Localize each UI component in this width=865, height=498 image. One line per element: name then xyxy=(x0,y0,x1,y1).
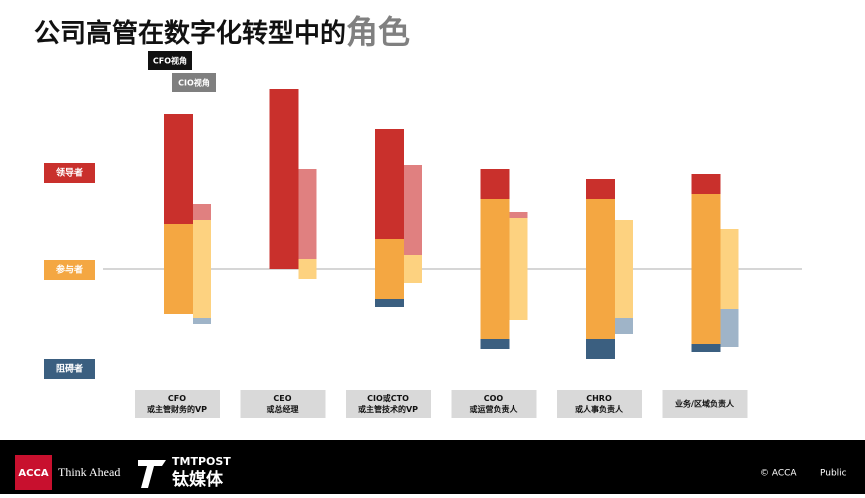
bar-segment xyxy=(586,339,615,359)
bar-segment xyxy=(509,218,528,320)
bar-segment xyxy=(586,199,615,339)
x-tick-label: 或主管财务的VP xyxy=(147,404,207,414)
bar-segment xyxy=(404,165,422,255)
brand-logo xyxy=(15,455,52,490)
x-tick-label: CEO xyxy=(273,394,291,403)
bar-segment xyxy=(193,318,211,324)
bar-segment xyxy=(298,169,317,259)
bar-segment xyxy=(480,169,510,199)
bar-segment xyxy=(480,199,510,339)
category-box xyxy=(557,390,642,418)
bar-segment xyxy=(193,220,211,318)
bar-segment xyxy=(509,212,528,218)
category-box xyxy=(662,390,748,418)
bar-segment xyxy=(691,174,721,194)
bar-segment xyxy=(164,114,193,224)
legend-box xyxy=(148,51,192,70)
bar-segment xyxy=(615,220,633,318)
bar-segment xyxy=(404,255,422,283)
bar-segment xyxy=(375,299,404,307)
category-box xyxy=(240,390,326,418)
level-box xyxy=(44,163,95,183)
partner-name-cn: 钛媒体 xyxy=(172,469,224,490)
x-tick-label: CFO xyxy=(168,394,186,403)
category-box xyxy=(346,390,431,418)
level-label: 参与者 xyxy=(56,264,83,276)
x-tick-label: 或运营负责人 xyxy=(470,404,519,414)
legend-label: CFO视角 xyxy=(153,56,187,66)
footer-bar xyxy=(0,440,865,494)
x-tick-label: COO xyxy=(484,394,504,403)
bar-segment xyxy=(375,239,404,299)
level-box xyxy=(44,260,95,280)
copyright: © ACCA xyxy=(760,469,797,479)
x-tick-label: CIO或CTO xyxy=(367,393,409,403)
partner-name: TMTPOST xyxy=(172,455,231,468)
level-box xyxy=(44,359,95,379)
bar-segment xyxy=(298,259,317,279)
bar-segment xyxy=(193,204,211,220)
title-highlight: 角色 xyxy=(346,13,410,51)
chart-title: 公司高管在数字化转型中的角色 xyxy=(34,13,410,51)
partner-icon xyxy=(138,460,166,488)
bar-segment xyxy=(375,129,404,239)
legend-box xyxy=(172,73,216,92)
classification: Public xyxy=(820,469,847,479)
brand-name: ACCA xyxy=(18,468,48,479)
level-label: 阻碍者 xyxy=(56,363,83,375)
bar-segment xyxy=(691,194,721,344)
category-box xyxy=(451,390,537,418)
title-main: 公司高管在数字化转型中的 xyxy=(34,18,346,49)
bar-segment xyxy=(164,224,193,314)
bar-segment xyxy=(269,89,299,269)
x-tick-label: 或人事负责人 xyxy=(575,404,624,414)
x-tick-label: 或总经理 xyxy=(267,404,299,414)
x-tick-label: 业务/区域负责人 xyxy=(675,399,735,409)
bar-segment xyxy=(480,339,510,349)
legend-label: CIO视角 xyxy=(178,78,210,88)
bar-segment xyxy=(615,318,633,334)
bar-segment xyxy=(720,309,739,347)
x-tick-label: CHRO xyxy=(586,394,612,403)
bar-segment xyxy=(691,344,721,352)
category-box xyxy=(135,390,220,418)
x-tick-label: 或主管技术的VP xyxy=(358,404,418,414)
brand-tagline: Think Ahead xyxy=(58,465,120,479)
bar-segment xyxy=(586,179,615,199)
level-label: 领导者 xyxy=(56,167,83,179)
bar-segment xyxy=(720,229,739,309)
